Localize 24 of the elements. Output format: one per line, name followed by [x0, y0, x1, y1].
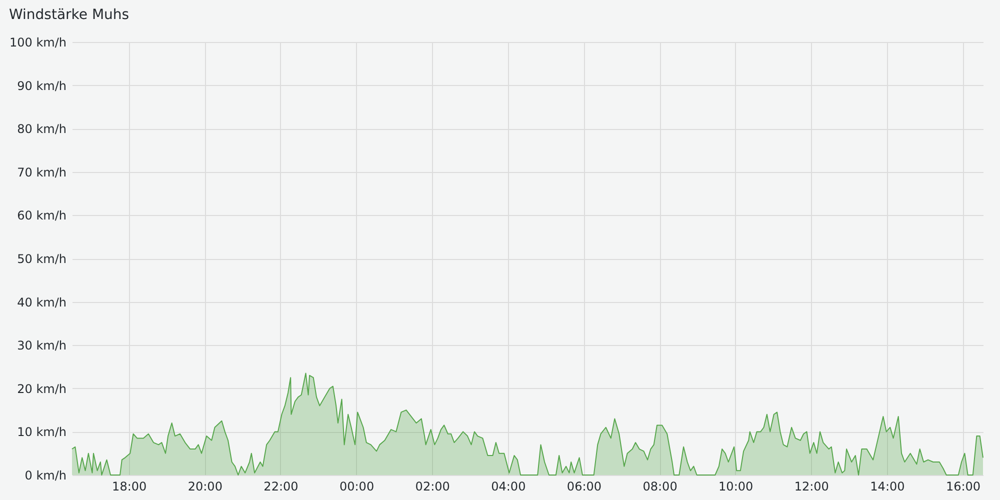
x-tick-label: 00:00: [339, 480, 374, 494]
x-tick-label: 06:00: [566, 480, 602, 494]
x-tick-label: 22:00: [264, 480, 298, 494]
x-tick-label: 08:00: [642, 480, 678, 494]
y-tick-label: 50 km/h: [17, 252, 66, 266]
y-tick-label: 30 km/h: [17, 338, 66, 353]
x-tick-label: 04:00: [491, 480, 526, 494]
y-tick-label: 70 km/h: [17, 165, 66, 180]
y-tick-label: 20 km/h: [17, 382, 66, 396]
y-tick-label: 80 km/h: [17, 122, 66, 136]
x-tick-label: 02:00: [415, 480, 450, 494]
y-tick-label: 100 km/h: [9, 36, 66, 50]
y-tick-label: 90 km/h: [17, 78, 66, 93]
x-tick-label: 14:00: [870, 480, 905, 494]
x-tick-label: 18:00: [112, 480, 147, 494]
x-tick-label: 10:00: [718, 480, 754, 494]
y-tick-label: 60 km/h: [17, 208, 66, 223]
y-tick-label: 0 km/h: [24, 468, 66, 482]
x-tick-label: 12:00: [794, 480, 829, 494]
chart-title: Windstärke Muhs: [8, 7, 130, 23]
y-tick-label: 40 km/h: [17, 295, 66, 310]
y-tick-label: 10 km/h: [17, 425, 66, 440]
x-tick-label: 20:00: [188, 480, 222, 494]
x-tick-label: 16:00: [946, 480, 981, 494]
